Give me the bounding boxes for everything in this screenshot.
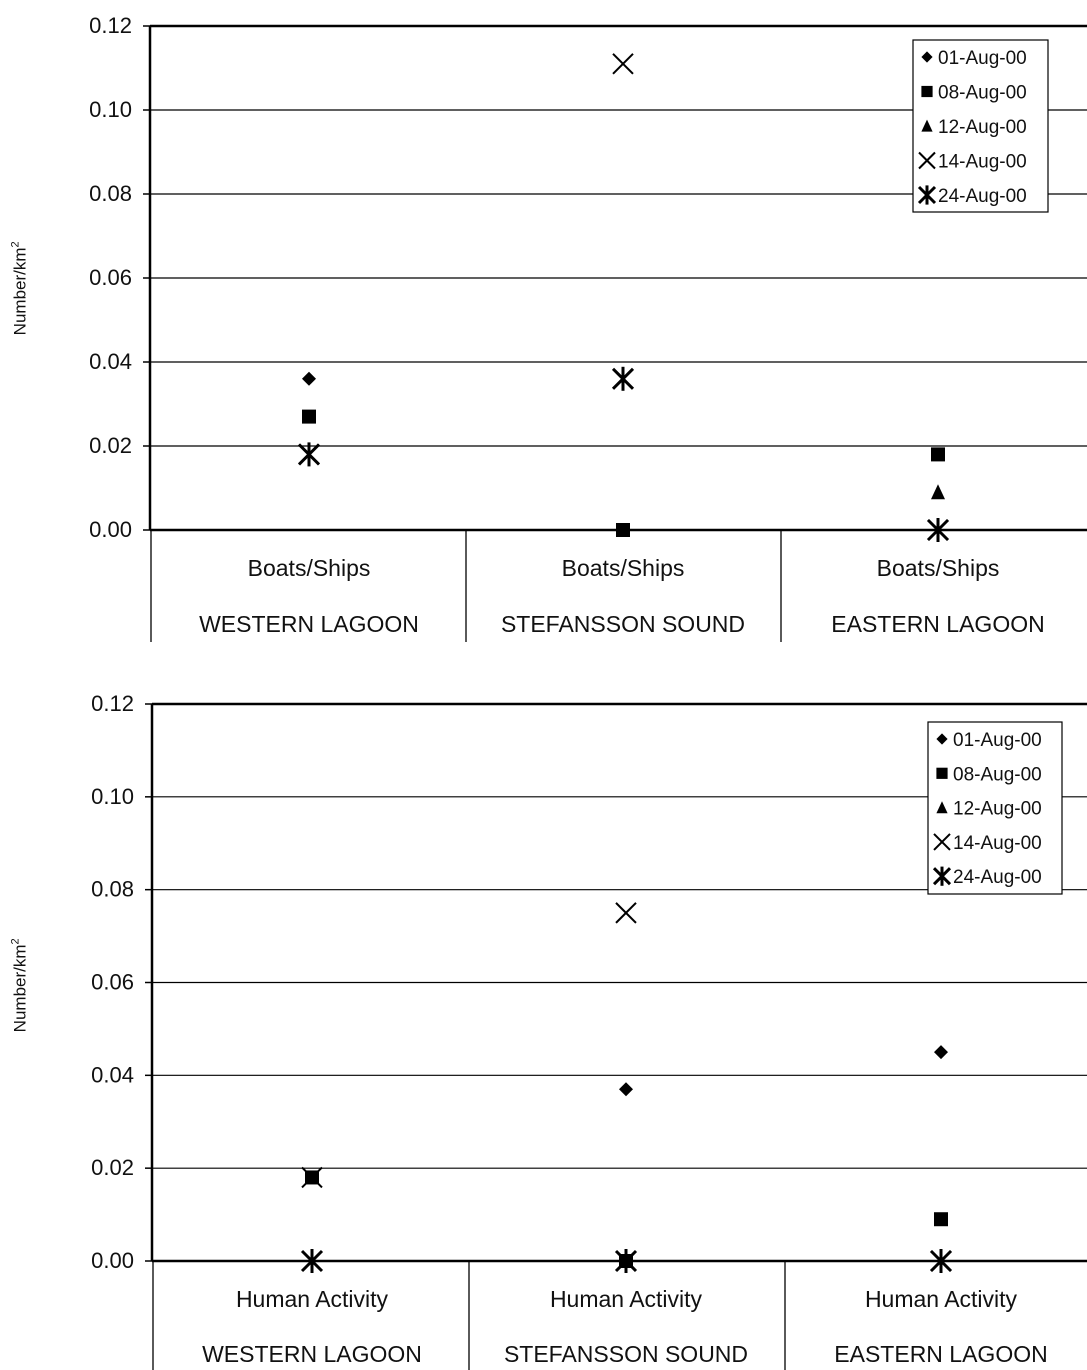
chart-1-point xyxy=(931,484,945,500)
chart-2-legend-label: 01-Aug-00 xyxy=(953,730,1042,751)
chart-2-legend-label: 14-Aug-00 xyxy=(953,833,1042,854)
chart-1-legend-marker xyxy=(918,151,936,170)
chart-2-y-tick-label: 0.00 xyxy=(91,1248,134,1273)
chart-2-point xyxy=(614,1249,638,1273)
chart-1-x-tick-label: Boats/Ships xyxy=(562,555,685,581)
chart-1-y-tick-label: 0.10 xyxy=(89,97,132,122)
chart-1-point xyxy=(612,53,634,75)
chart-2-legend-marker xyxy=(936,733,948,745)
chart-2-legend-marker xyxy=(936,767,948,779)
chart-2-legend-marker xyxy=(932,866,952,886)
chart-1-legend-label: 08-Aug-00 xyxy=(938,83,1027,104)
chart-1-point xyxy=(302,371,316,386)
chart-2-y-tick-label: 0.04 xyxy=(91,1062,134,1087)
chart-1-x-tick-label: Boats/Ships xyxy=(877,555,1000,581)
chart-1-x-group-label: EASTERN LAGOON xyxy=(831,611,1044,637)
chart-1-legend-marker xyxy=(921,51,933,63)
chart-2-legend: 01-Aug-00 08-Aug-00 12-Aug-00 14-Aug-00 24-A… xyxy=(927,721,1063,895)
chart-2-legend-label: 24-Aug-00 xyxy=(953,867,1042,888)
chart-2-point xyxy=(929,1249,953,1273)
chart-2-y-tick-label: 0.02 xyxy=(91,1155,134,1180)
chart-1-y-tick-label: 0.00 xyxy=(89,517,132,542)
chart-1: 0.00 0.02 0.04 0.06 0.08 0.10 0.12 Boats/Ships W… xyxy=(89,13,1087,642)
chart-2-legend-marker xyxy=(933,833,951,851)
chart-2-point xyxy=(301,1166,323,1189)
chart-1-point xyxy=(611,366,635,391)
chart-2-legend-marker-stroke-b xyxy=(933,833,951,851)
chart-1-legend-box xyxy=(912,39,1049,213)
chart-1-legend-label: 12-Aug-00 xyxy=(938,117,1027,138)
chart-1-legend-label: 24-Aug-00 xyxy=(938,186,1027,207)
chart-2-y-tick-label: 0.06 xyxy=(91,970,134,995)
chart-2-point xyxy=(619,1082,633,1097)
chart-2-point-stroke-b xyxy=(301,1166,323,1189)
chart-1-y-tick-label: 0.06 xyxy=(89,265,132,290)
chart-1-x-group-label: STEFANSSON SOUND xyxy=(501,611,745,637)
chart-1-legend-marker xyxy=(921,119,933,132)
chart-1-legend-label: 14-Aug-00 xyxy=(938,152,1027,173)
chart-2-point xyxy=(934,1212,948,1227)
chart-1-point xyxy=(931,447,945,462)
chart-2-x-group-label: STEFANSSON SOUND xyxy=(504,1341,748,1367)
chart-1-legend-marker xyxy=(917,185,937,205)
chart-1-y-tick-label: 0.12 xyxy=(89,13,132,38)
chart-2-x-group-label: WESTERN LAGOON xyxy=(202,1341,422,1367)
chart-2-legend-label: 12-Aug-00 xyxy=(953,799,1042,820)
chart-1-point xyxy=(297,442,321,467)
chart-2-x-tick-label: Human Activity xyxy=(550,1286,703,1312)
chart-1-x-group-label: WESTERN LAGOON xyxy=(199,611,419,637)
chart-2-y-tick-label: 0.08 xyxy=(91,877,134,902)
chart-1-point xyxy=(302,409,316,424)
chart-1-point xyxy=(616,523,630,537)
chart-2-point xyxy=(934,1045,948,1060)
chart-1-legend: 01-Aug-00 08-Aug-00 12-Aug-00 14-Aug-00 24-A… xyxy=(912,39,1049,213)
chart-2-point xyxy=(615,902,637,924)
chart-2-x-tick-label: Human Activity xyxy=(865,1286,1018,1312)
chart-2-x-tick-label: Human Activity xyxy=(236,1286,389,1312)
chart-2-y-tick-label: 0.12 xyxy=(91,691,134,716)
chart-2-point-stroke-b xyxy=(615,902,637,924)
chart-1-y-tick-label: 0.08 xyxy=(89,181,132,206)
chart-1-legend-marker-stroke-b xyxy=(918,151,936,170)
chart-1-legend-label: 01-Aug-00 xyxy=(938,48,1027,69)
chart-2: 0.00 0.02 0.04 0.06 0.08 0.10 0.12 Human Activi… xyxy=(91,691,1087,1370)
chart-1-x-tick-label: Boats/Ships xyxy=(248,555,371,581)
chart-2-x-group-label: EASTERN LAGOON xyxy=(834,1341,1047,1367)
chart-1-y-tick-label: 0.02 xyxy=(89,433,132,458)
chart-2-legend-marker xyxy=(936,801,948,814)
chart-1-y-tick-label: 0.04 xyxy=(89,349,132,374)
chart-1-point xyxy=(926,518,950,542)
chart-2-legend-label: 08-Aug-00 xyxy=(953,764,1042,785)
chart-1-legend-marker xyxy=(921,85,933,98)
chart-1-point-stroke-b xyxy=(612,53,634,75)
chart-2-point xyxy=(300,1249,324,1273)
chart-2-y-tick-label: 0.10 xyxy=(91,784,134,809)
chart-2-legend-box xyxy=(927,721,1063,895)
